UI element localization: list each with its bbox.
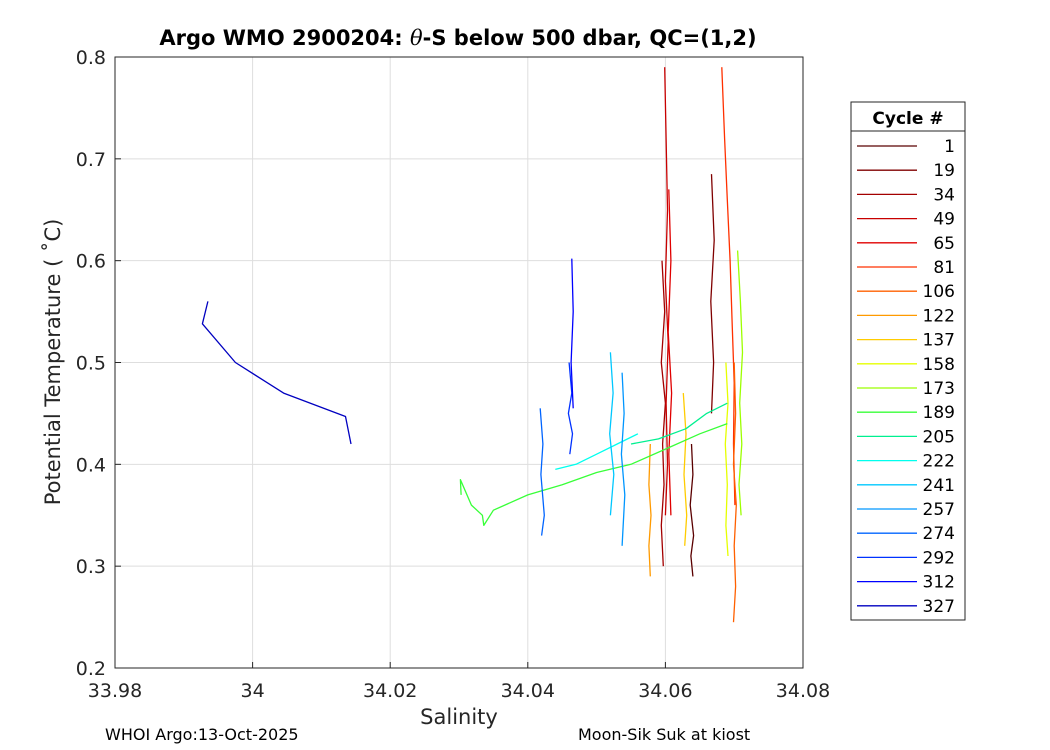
series-line-cycle-312	[570, 258, 574, 409]
legend-label-cycle-205: 205	[923, 427, 955, 447]
x-tick-label: 34	[241, 680, 265, 702]
legend-title: Cycle #	[872, 109, 943, 129]
legend-label-cycle-137: 137	[923, 331, 955, 351]
title-part-1: Argo WMO 2900204:	[159, 26, 410, 50]
legend-label-cycle-173: 173	[923, 379, 955, 399]
series-line-cycle-1	[689, 443, 695, 577]
series-line-cycle-158	[724, 362, 729, 557]
legend-entries: 1 19 34 49 65 81 106 122 137 158 173 189 205 222 241 25…	[857, 137, 955, 617]
y-tick-label: 0.2	[76, 658, 106, 680]
y-tick-label: 0.3	[76, 556, 106, 578]
x-tick-label: 34.04	[501, 680, 555, 702]
series-line-cycle-34	[660, 260, 667, 567]
series-line-cycle-65	[667, 189, 673, 516]
plot-layer	[201, 67, 744, 623]
legend-label-cycle-312: 312	[923, 573, 955, 593]
x-tick-label: 34.02	[363, 680, 417, 702]
x-tick-label: 34.06	[638, 680, 692, 702]
series-line-cycle-137	[682, 393, 688, 546]
series-line-cycle-49	[664, 67, 669, 516]
series-line-cycle-205	[630, 402, 728, 445]
title-theta: θ	[409, 26, 423, 50]
y-tick-label: 0.5	[76, 353, 106, 375]
title-part-2: -S below 500 dbar, QC=(1,2)	[422, 26, 757, 50]
legend-label-cycle-241: 241	[923, 476, 955, 496]
legend-label-cycle-158: 158	[923, 355, 955, 375]
legend-label-cycle-257: 257	[923, 500, 955, 520]
chart-title: Argo WMO 2900204: θ-S below 500 dbar, QC…	[0, 26, 916, 50]
legend-label-cycle-292: 292	[923, 548, 955, 568]
legend-label-cycle-81: 81	[933, 258, 955, 278]
legend-label-cycle-106: 106	[923, 282, 955, 302]
legend-label-cycle-34: 34	[933, 185, 955, 205]
series-line-cycle-241	[609, 352, 615, 516]
series-line-cycle-81	[721, 67, 736, 506]
legend-label-cycle-65: 65	[933, 234, 955, 254]
series-line-cycle-327	[201, 301, 352, 445]
series-line-cycle-19	[710, 174, 715, 414]
legend-label-cycle-19: 19	[933, 161, 955, 181]
series-line-cycle-106	[732, 362, 737, 623]
y-tick-label: 0.6	[76, 251, 106, 273]
legend-label-cycle-1: 1	[944, 137, 955, 157]
legend-label-cycle-189: 189	[923, 403, 955, 423]
x-axis-label: Salinity	[420, 705, 498, 729]
legend: Cycle # 1 19 34 49 65 81 106 122 137 158 173 189 205…	[850, 101, 966, 621]
y-tick-label: 0.8	[76, 47, 106, 69]
legend-label-cycle-327: 327	[923, 597, 955, 617]
series-line-cycle-122	[648, 443, 652, 577]
footer-date: WHOI Argo:13-Oct-2025	[105, 725, 299, 744]
series-line-cycle-189	[459, 422, 728, 527]
x-tick-label: 33.98	[88, 680, 142, 702]
grid-layer	[114, 56, 804, 669]
legend-label-cycle-274: 274	[923, 524, 955, 544]
series-line-cycle-257	[620, 372, 626, 546]
legend-label-cycle-49: 49	[933, 210, 955, 230]
y-tick-label: 0.4	[76, 454, 106, 476]
legend-label-cycle-122: 122	[923, 306, 955, 326]
series-line-cycle-173	[736, 250, 744, 516]
x-tick-label: 34.08	[776, 680, 830, 702]
footer-author: Moon-Sik Suk at kiost	[578, 725, 751, 744]
y-tick-label: 0.7	[76, 149, 106, 171]
series-line-cycle-292	[567, 362, 574, 455]
tick-layer: 33.98 34 34.02 34.04 34.06 34.08 0.2 0.3 0.4 0.5 0…	[76, 47, 830, 702]
series-line-cycle-274	[539, 408, 545, 536]
series-line-cycle-222	[555, 433, 639, 471]
y-axis-label: Potential Temperature ( ˚C)	[41, 219, 65, 506]
legend-label-cycle-222: 222	[923, 452, 955, 472]
